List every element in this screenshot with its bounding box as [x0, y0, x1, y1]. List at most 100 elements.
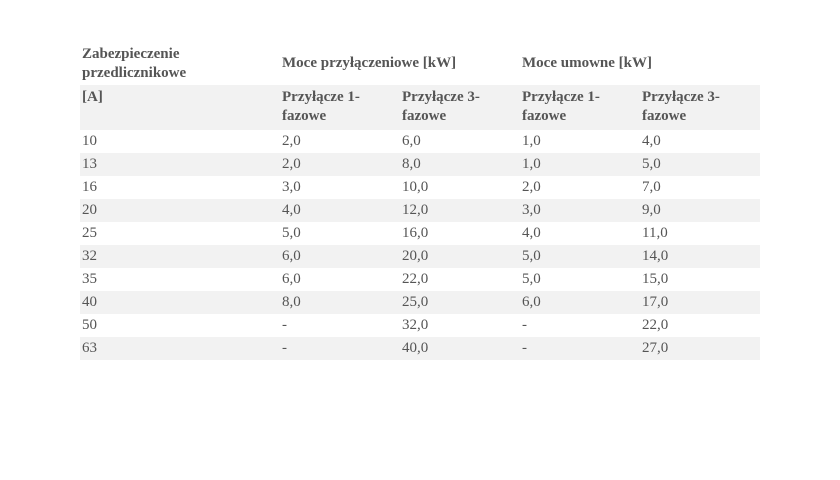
data-cell: 2,0	[280, 153, 400, 176]
data-cell-text: 15,0	[642, 271, 669, 287]
data-cell: 50	[80, 314, 280, 337]
data-cell: 11,0	[640, 222, 760, 245]
data-cell: 4,0	[280, 199, 400, 222]
data-cell: 3,0	[520, 199, 641, 222]
data-cell: 13	[80, 153, 280, 176]
data-cell-text: 32,0	[402, 317, 429, 333]
data-cell-text: 22,0	[402, 271, 429, 287]
data-row: 25 5,0 16,0 4,0 11,0	[80, 222, 760, 245]
group-header-cell-text: Moce umowne [kW]	[522, 55, 652, 71]
data-cell: 5,0	[280, 222, 400, 245]
data-row: 13 2,0 8,0 1,0 5,0	[80, 153, 761, 176]
data-cell: -	[520, 314, 640, 337]
group-header-cell: Moce przyłączeniowe [kW]	[280, 42, 520, 85]
data-cell-text: -	[282, 317, 287, 333]
data-cell-text: 40,0	[402, 340, 429, 356]
data-cell-text: 17,0	[642, 294, 669, 310]
data-row: 40 8,0 25,0 6,0 17,0	[80, 291, 761, 314]
data-cell: 32,0	[400, 314, 520, 337]
sub-header-cell: [A]	[80, 85, 280, 130]
data-cell: 6,0	[400, 130, 520, 153]
data-cell-text: 35	[82, 271, 97, 287]
data-cell: 16,0	[400, 222, 520, 245]
data-cell-text: 1,0	[522, 133, 541, 149]
data-cell: 10	[80, 130, 280, 153]
data-cell-text: 6,0	[282, 271, 301, 287]
data-row: 32 6,0 20,0 5,0 14,0	[80, 245, 761, 268]
data-cell: 14,0	[640, 245, 761, 268]
data-cell-text: 2,0	[282, 156, 301, 172]
data-cell: 40	[80, 291, 280, 314]
data-row: 16 3,0 10,0 2,0 7,0	[80, 176, 760, 199]
data-cell-text: 4,0	[282, 202, 301, 218]
data-cell-text: 5,0	[282, 225, 301, 241]
data-cell: 4,0	[640, 130, 760, 153]
sub-header-cell: Przyłącze 1-fazowe	[520, 85, 641, 130]
data-cell-text: 27,0	[642, 340, 669, 356]
data-cell-text: 22,0	[642, 317, 669, 333]
data-row: 50 - 32,0 - 22,0	[80, 314, 760, 337]
data-cell: 2,0	[520, 176, 640, 199]
data-row: 63 - 40,0 - 27,0	[80, 337, 761, 360]
data-cell: 6,0	[280, 245, 400, 268]
data-cell-text: 6,0	[402, 133, 421, 149]
sub-header-cell-text: Przyłącze 3-fazowe	[402, 89, 480, 124]
data-cell-text: 25	[82, 225, 97, 241]
data-cell-text: -	[522, 317, 528, 333]
data-cell-text: 4,0	[642, 133, 661, 149]
data-cell: 3,0	[280, 176, 400, 199]
data-cell: 10,0	[400, 176, 520, 199]
data-cell: 63	[80, 337, 280, 360]
data-cell-text: -	[522, 340, 528, 356]
data-cell-text: 7,0	[642, 179, 661, 195]
group-header-cell: Zabezpieczenie przedlicznikowe	[80, 42, 280, 85]
data-cell-text: 4,0	[522, 225, 541, 241]
sub-header-cell-text: Przyłącze 3-fazowe	[642, 89, 720, 124]
data-cell: -	[280, 337, 400, 360]
data-cell: 1,0	[520, 130, 640, 153]
data-cell: 6,0	[280, 268, 400, 291]
data-row: 10 2,0 6,0 1,0 4,0	[80, 130, 760, 153]
data-cell-text: 32	[82, 248, 97, 264]
data-cell: 17,0	[640, 291, 761, 314]
group-header-row: Zabezpieczenie przedlicznikowe Moce przył…	[80, 42, 760, 85]
data-cell: 5,0	[520, 268, 640, 291]
data-cell: 5,0	[640, 153, 761, 176]
data-row: 20 4,0 12,0 3,0 9,0	[80, 199, 761, 222]
group-header-cell-text: Moce przyłączeniowe [kW]	[282, 55, 457, 71]
sub-header-cell-text: Przyłącze 1-fazowe	[282, 89, 360, 124]
data-cell-text: 11,0	[642, 225, 668, 241]
sub-header-cell: Przyłącze 1-fazowe	[280, 85, 400, 130]
data-cell-text: 10	[82, 133, 97, 149]
data-cell-text: 20	[82, 202, 97, 218]
data-cell-text: 5,0	[642, 156, 661, 172]
data-cell: 1,0	[520, 153, 641, 176]
data-cell: 7,0	[640, 176, 760, 199]
sub-header-cell-text: [A]	[82, 89, 103, 105]
data-cell-text: 8,0	[282, 294, 301, 310]
group-header-cell-text: Zabezpieczenie przedlicznikowe	[82, 45, 187, 81]
data-cell: 40,0	[400, 337, 521, 360]
data-cell: 25,0	[400, 291, 521, 314]
data-cell: 20,0	[400, 245, 521, 268]
data-cell-text: 20,0	[402, 248, 429, 264]
data-cell-text: 1,0	[522, 156, 541, 172]
data-cell-text: 3,0	[522, 202, 541, 218]
data-cell-text: 3,0	[282, 179, 301, 195]
data-cell-text: 13	[82, 156, 97, 172]
data-cell-text: 2,0	[282, 133, 301, 149]
group-header-cell: Moce umowne [kW]	[520, 42, 760, 85]
data-cell-text: 25,0	[402, 294, 429, 310]
data-cell: 9,0	[640, 199, 761, 222]
data-cell-text: 9,0	[642, 202, 661, 218]
data-row: 35 6,0 22,0 5,0 15,0	[80, 268, 760, 291]
data-cell-text: 40	[82, 294, 97, 310]
data-cell-text: 6,0	[522, 294, 541, 310]
data-cell-text: 50	[82, 317, 97, 333]
data-cell: -	[520, 337, 641, 360]
data-cell-text: 12,0	[402, 202, 429, 218]
data-cell: 15,0	[640, 268, 760, 291]
data-cell-text: 16	[82, 179, 97, 195]
data-cell: -	[280, 314, 400, 337]
data-cell: 32	[80, 245, 280, 268]
